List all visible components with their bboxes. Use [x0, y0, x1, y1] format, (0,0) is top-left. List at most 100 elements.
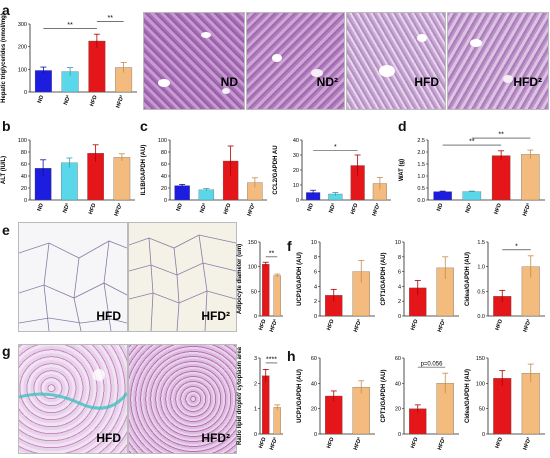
x-tick-label: HFD	[326, 319, 336, 332]
adipocyte-mesh-icon	[19, 240, 127, 331]
y-tick-label: 40	[311, 381, 317, 387]
bar	[521, 154, 540, 201]
x-tick-label: ND	[176, 203, 184, 213]
y-tick-label: 2	[254, 381, 257, 387]
bar	[262, 264, 270, 317]
x-tick-label: HFD²	[371, 202, 382, 217]
y-tick-label: 20	[161, 186, 167, 192]
x-tick-label: HFD²	[436, 436, 447, 451]
chart-f-cpt1: CPT1/GAPDH (AU) 0 2 4 6 8 10 HFD HFD²	[381, 240, 459, 333]
y-tick-label: 0	[254, 314, 257, 320]
y-axis-label: CPT1/GAPDH (AU)	[381, 252, 387, 305]
x-tick-label: ND	[307, 203, 315, 213]
y-tick-label: 60	[311, 356, 317, 362]
x-tick-label: ND²	[464, 202, 474, 214]
x-tick-label: HFD²	[268, 436, 279, 451]
y-tick-label: 100	[476, 381, 485, 387]
x-tick-label: HFD²	[522, 318, 533, 333]
panel-label-c: c	[140, 118, 148, 134]
x-tick-label: ND²	[62, 94, 72, 106]
bar	[352, 386, 370, 435]
y-tick-label: 10	[311, 240, 317, 246]
y-axis-label: ALT (IU/L)	[1, 156, 7, 184]
y-axis-label: UCP1/GAPDH (AU)	[297, 252, 303, 306]
bar	[174, 185, 190, 201]
y-tick-label: 0	[314, 314, 317, 320]
y-tick-label: 0	[482, 432, 485, 438]
bar	[433, 191, 452, 201]
y-axis-label: WAT (g)	[399, 159, 405, 181]
micrograph-label: HFD²	[201, 309, 230, 323]
x-tick-label: HFD²	[114, 94, 125, 109]
x-tick-label: ND	[37, 95, 45, 105]
y-tick-label: 0	[254, 432, 257, 438]
x-tick-label: HFD	[495, 319, 505, 332]
y-axis-label: Cidea/GAPDH (AU)	[465, 369, 471, 423]
y-tick-label: 2.0	[417, 150, 425, 156]
y-tick-label: 1.5	[477, 240, 485, 246]
chart-g-lipid-ratio: Ratio lipid droplet/ cytoplasm area 0 1 2 3 H…	[237, 346, 283, 451]
micrograph-a-nd: ND	[143, 12, 245, 110]
bar	[273, 407, 281, 435]
liver-vessels-icon	[379, 34, 427, 77]
micrograph-label: HFD	[96, 431, 121, 445]
y-axis-label: UCP1/GAPDH (AU)	[297, 369, 303, 423]
y-tick-label: 10	[293, 183, 299, 189]
bar	[61, 162, 78, 201]
y-tick-label: 40	[395, 381, 401, 387]
panel-label-e: e	[2, 222, 10, 238]
y-tick-label: 200	[18, 45, 27, 51]
y-tick-label: 40	[293, 138, 299, 144]
panel-label-d: d	[398, 118, 407, 134]
y-tick-label: 0	[164, 198, 167, 204]
y-tick-label: 10	[395, 240, 401, 246]
micrograph-a-hfd: HFD	[346, 12, 446, 110]
chart-e-adipocyte: Adipocyte diameter (um) 0 50 100 150 HFD HFD² *…	[237, 240, 283, 333]
y-tick-label: 150	[248, 240, 257, 246]
y-tick-label: 100	[248, 265, 257, 271]
y-tick-label: 60	[395, 356, 401, 362]
x-tick-label: ND	[37, 203, 45, 213]
x-tick-label: HFD²	[352, 436, 363, 451]
panel-label-f: f	[287, 238, 292, 254]
y-axis-label: IL1B/GAPDH (AU)	[141, 145, 147, 196]
x-tick-label: HFD²	[436, 318, 447, 333]
panel-label-a: a	[2, 2, 10, 18]
chart-h-ucp1: UCP1/GAPDH (AU) 0 20 40 60 HFD HFD²	[297, 356, 375, 451]
micrograph-label: HFD²	[513, 75, 542, 89]
y-tick-label: 100	[158, 138, 167, 144]
y-tick-label: 0.5	[417, 186, 425, 192]
x-tick-label: HFD²	[268, 318, 279, 333]
y-tick-label: 60	[161, 162, 167, 168]
bar	[273, 275, 281, 317]
y-tick-label: 80	[161, 150, 167, 156]
y-tick-label: 8	[314, 255, 317, 261]
x-tick-label: HFD²	[522, 436, 533, 451]
y-axis-label: Ratio lipid droplet/ cytoplasm area	[237, 346, 243, 445]
y-tick-label: 1.0	[417, 174, 425, 180]
y-tick-label: 3	[254, 356, 257, 362]
significance-label: **	[108, 15, 114, 22]
significance-label: **	[498, 132, 504, 139]
bar	[262, 375, 270, 435]
y-tick-label: 2.5	[417, 138, 425, 144]
y-tick-label: 0	[398, 432, 401, 438]
micrograph-label: HFD	[96, 309, 121, 323]
chart-b-alt: ALT (IU/L) 0 20 40 60 80 100 ND ND² HFD HFD²	[1, 138, 135, 217]
significance-label: **	[67, 22, 73, 29]
x-tick-label: HFD	[88, 203, 98, 216]
y-tick-label: 6	[398, 270, 401, 276]
micrograph-label: ND²	[316, 75, 338, 89]
x-tick-label: HFD	[410, 437, 420, 450]
y-axis-label: Hepatic triglycerides (nmol/mg)	[1, 13, 7, 103]
y-tick-label: 30	[293, 153, 299, 159]
y-tick-label: 20	[293, 168, 299, 174]
x-tick-label: ND	[436, 203, 444, 213]
significance-label: *	[334, 144, 337, 151]
x-tick-label: HFD²	[246, 202, 257, 217]
x-tick-label: ND²	[61, 202, 71, 214]
liver-vessels-icon	[470, 39, 513, 83]
liver-vessels-icon	[158, 32, 230, 94]
y-tick-label: 60	[21, 162, 27, 168]
x-tick-label: HFD	[258, 319, 268, 332]
